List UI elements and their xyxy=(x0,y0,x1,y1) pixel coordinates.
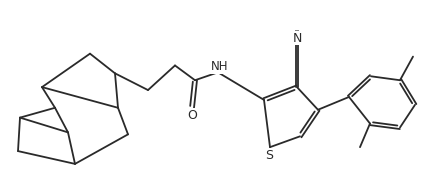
Text: NH: NH xyxy=(210,60,228,73)
Text: N: N xyxy=(293,32,302,45)
Text: S: S xyxy=(266,149,273,162)
Text: O: O xyxy=(187,109,197,122)
